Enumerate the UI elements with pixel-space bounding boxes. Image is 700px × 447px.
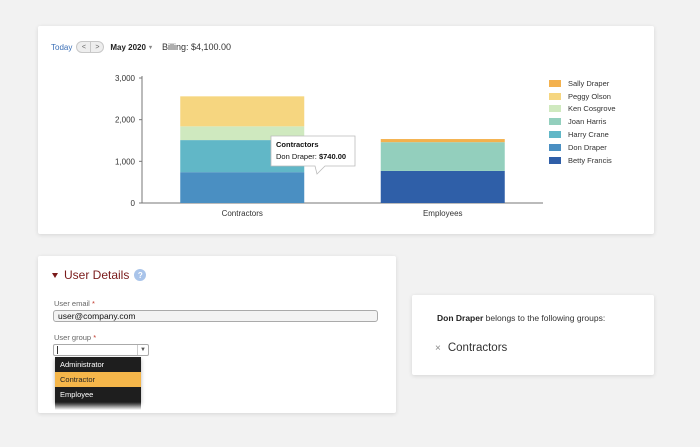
legend-label: Joan Harris bbox=[568, 117, 607, 127]
y-tick-label: 0 bbox=[131, 199, 136, 208]
caret-down-icon[interactable] bbox=[52, 272, 58, 278]
chevron-down-icon[interactable]: ▼ bbox=[137, 345, 148, 355]
legend-label: Peggy Olson bbox=[568, 91, 611, 101]
user-details-title: User Details bbox=[64, 268, 130, 282]
legend-label: Don Draper bbox=[568, 142, 607, 152]
legend-label: Sally Draper bbox=[568, 78, 610, 88]
y-tick-label: 3,000 bbox=[115, 74, 136, 83]
legend-item[interactable]: Betty Francis bbox=[549, 154, 616, 167]
legend-item[interactable]: Sally Draper bbox=[549, 77, 616, 90]
y-tick-label: 2,000 bbox=[115, 116, 136, 125]
user-group-select[interactable]: ▼ bbox=[53, 344, 149, 356]
legend-label: Ken Cosgrove bbox=[568, 104, 616, 114]
required-mark: * bbox=[91, 299, 95, 308]
question-circle-icon[interactable]: ? bbox=[134, 269, 147, 281]
billing-chart-card: Today < > May 2020 ▾ Billing: $4,100.00 … bbox=[38, 26, 654, 234]
prev-month-button[interactable]: < bbox=[81, 43, 86, 51]
dropdown-fade bbox=[55, 402, 141, 410]
legend-swatch bbox=[549, 92, 561, 100]
y-tick-label: 1,000 bbox=[115, 157, 136, 166]
dropdown-option[interactable]: Administrator bbox=[60, 360, 105, 369]
tooltip-amount: $740.00 bbox=[319, 152, 346, 161]
dropdown-option[interactable]: Employee bbox=[60, 390, 94, 399]
group-label-text: User group bbox=[54, 333, 92, 342]
groups-card: Don Draper belongs to the following grou… bbox=[412, 295, 654, 375]
text-cursor bbox=[57, 346, 58, 354]
tooltip-value: Don Draper: $740.00 bbox=[276, 152, 346, 161]
groups-description: Don Draper belongs to the following grou… bbox=[437, 313, 605, 323]
legend-item[interactable]: Don Draper bbox=[549, 141, 616, 154]
legend-label: Harry Crane bbox=[568, 130, 609, 140]
legend-item[interactable]: Joan Harris bbox=[549, 115, 616, 128]
bar-segment bbox=[380, 139, 505, 143]
group-label: User group * bbox=[54, 333, 96, 342]
bar-segment bbox=[380, 142, 505, 171]
legend-swatch bbox=[549, 156, 561, 164]
email-label-text: User email bbox=[54, 299, 90, 308]
required-mark: * bbox=[93, 333, 97, 342]
user-details-header: User Details ? bbox=[52, 268, 147, 282]
x-tick-label: Contractors bbox=[222, 209, 263, 218]
legend-swatch bbox=[549, 118, 561, 126]
tooltip-box bbox=[270, 135, 356, 175]
bar-segment bbox=[180, 96, 305, 127]
dropdown-option[interactable]: Contractor bbox=[55, 372, 141, 387]
stacked-bar-chart: 0 1,000 2,000 3,000 Contractors Employees Cont… bbox=[115, 74, 543, 218]
legend-label: Betty Francis bbox=[568, 155, 612, 165]
group-chip: × Contractors bbox=[435, 342, 507, 354]
user-group-dropdown: Administrator Contractor Employee bbox=[55, 357, 141, 410]
legend-swatch bbox=[549, 131, 561, 139]
x-tick-label: Employees bbox=[423, 209, 463, 218]
tooltip-title: Contractors bbox=[276, 140, 319, 149]
billing-total: Billing: $4,100.00 bbox=[161, 42, 232, 52]
legend-swatch bbox=[549, 79, 561, 87]
legend-swatch bbox=[549, 143, 561, 151]
user-details-card: User Details ? User email * user@company… bbox=[38, 256, 396, 413]
next-month-button[interactable]: > bbox=[90, 42, 103, 52]
bar-segment bbox=[180, 172, 305, 203]
month-nav: < > bbox=[76, 41, 105, 53]
chart-legend: Sally Draper Peggy Olson Ken Cosgrove Joan … bbox=[549, 77, 616, 167]
legend-item[interactable]: Peggy Olson bbox=[549, 90, 616, 103]
group-chip-label: Contractors bbox=[447, 342, 508, 354]
month-picker[interactable]: May 2020 ▾ bbox=[110, 43, 152, 52]
legend-item[interactable]: Harry Crane bbox=[549, 128, 616, 141]
chevron-down-icon: ▾ bbox=[148, 44, 152, 51]
bar-segment bbox=[380, 170, 505, 203]
user-name: Don Draper bbox=[437, 313, 484, 323]
close-icon[interactable]: × bbox=[435, 342, 441, 354]
legend-item[interactable]: Ken Cosgrove bbox=[549, 103, 616, 116]
tooltip-series: Don Draper: bbox=[276, 152, 319, 161]
today-link[interactable]: Today bbox=[51, 42, 73, 52]
legend-swatch bbox=[549, 105, 561, 113]
email-label: User email * bbox=[54, 299, 95, 308]
email-field[interactable]: user@company.com bbox=[53, 310, 378, 322]
billing-toolbar: Today < > May 2020 ▾ Billing: $4,100.00 bbox=[51, 40, 231, 54]
month-label: May 2020 bbox=[110, 42, 146, 52]
groups-description-text: belongs to the following groups: bbox=[483, 313, 606, 323]
